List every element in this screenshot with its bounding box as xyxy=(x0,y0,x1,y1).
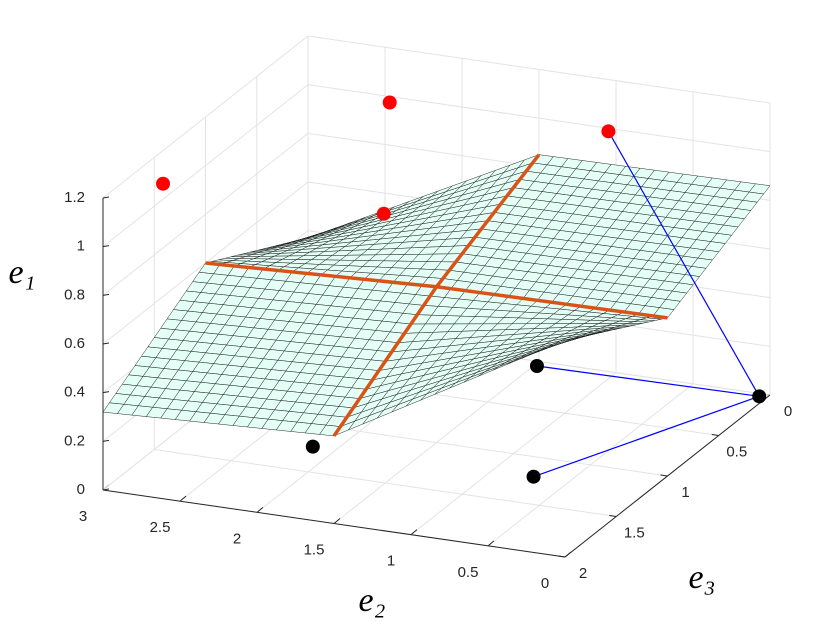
x-axis xyxy=(102,489,566,558)
x-tick-label: 1 xyxy=(387,553,395,570)
tick-mark xyxy=(609,515,617,517)
point xyxy=(752,389,767,404)
tick-mark xyxy=(333,518,341,524)
grid-line xyxy=(307,35,771,104)
grid-line xyxy=(102,35,309,199)
z-tick-label: 0.4 xyxy=(64,384,85,401)
tick-mark xyxy=(102,196,110,199)
y-tick-label: 1 xyxy=(681,484,689,501)
connector-line xyxy=(536,365,760,397)
tick-mark xyxy=(256,506,264,513)
z-axis-label: e₁ xyxy=(9,254,36,291)
tick-mark xyxy=(660,474,668,477)
x-tick-label: 2.5 xyxy=(150,519,171,536)
tick-mark xyxy=(102,245,110,248)
z-tick-label: 0 xyxy=(77,481,85,498)
connector-line xyxy=(607,131,760,397)
tick-mark xyxy=(102,293,110,296)
z-tick-label: 0.6 xyxy=(64,335,85,352)
tick-mark xyxy=(102,439,110,442)
x-tick-label: 2 xyxy=(233,530,241,547)
y-tick-label: 2 xyxy=(579,565,587,582)
y-axis-label: e₃ xyxy=(689,559,716,596)
y-tick-label: 0 xyxy=(784,403,792,420)
y-axis xyxy=(564,394,771,558)
x-tick-label: 0.5 xyxy=(458,564,479,581)
x-axis-label: e₂ xyxy=(359,582,386,619)
layer xyxy=(102,153,771,437)
point xyxy=(526,469,541,484)
tick-mark xyxy=(102,391,110,394)
ridge-line xyxy=(332,153,541,437)
connector-line xyxy=(533,395,760,478)
layer: 0 0.5 1 1.5 2 2.5 3 0 0.5 1 1.5 2 0 0.2 0.4 0.6 0.8 1 1.2 xyxy=(64,95,792,592)
grid-line xyxy=(154,449,617,517)
grid-line xyxy=(307,84,771,153)
z-tick-label: 0.8 xyxy=(64,286,85,303)
x-tick-label: 0 xyxy=(541,575,549,592)
y-tick-label: 0.5 xyxy=(726,443,747,460)
z-tick-label: 1 xyxy=(77,238,85,255)
grid-line xyxy=(102,84,309,248)
z-tick-label: 1.2 xyxy=(64,189,85,206)
x-tick-label: 3 xyxy=(79,508,87,525)
point xyxy=(601,124,616,139)
x-tick-label: 1.5 xyxy=(304,541,325,558)
tick-mark xyxy=(410,529,418,536)
tick-mark xyxy=(179,495,187,502)
point xyxy=(382,95,397,110)
z-tick-label: 0.2 xyxy=(64,432,85,449)
tick-mark xyxy=(102,342,110,345)
point xyxy=(529,358,544,373)
tick-mark xyxy=(487,540,495,547)
point xyxy=(305,439,320,454)
point xyxy=(376,206,391,221)
grid-line xyxy=(102,132,309,296)
y-tick-label: 1.5 xyxy=(624,524,645,541)
surface-cell xyxy=(550,338,572,347)
tick-mark xyxy=(711,434,719,436)
point xyxy=(156,176,171,191)
